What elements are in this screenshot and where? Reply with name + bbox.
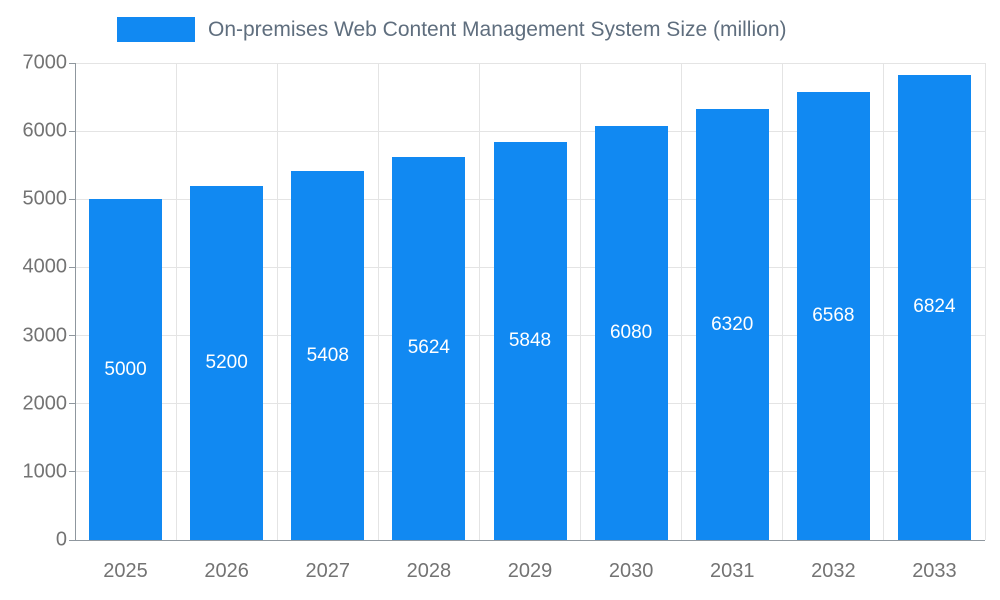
y-axis-label: 2000: [22, 392, 68, 415]
x-axis-label: 2028: [406, 560, 452, 582]
bar-value-label: 6568: [812, 305, 855, 327]
bar-value-label: 6824: [913, 296, 956, 318]
y-axis-label: 0: [55, 528, 67, 551]
h-gridline: [75, 130, 985, 132]
v-gridline: [580, 63, 582, 540]
x-axis-label: 2030: [608, 560, 654, 582]
bar-value-label: 5000: [104, 358, 147, 380]
h-gridline: [75, 62, 985, 64]
x-axis-line: [75, 540, 985, 541]
bar: [695, 109, 769, 540]
x-axis-label: 2029: [507, 560, 553, 582]
y-tick: [69, 266, 75, 268]
bar: [89, 199, 163, 540]
y-tick: [69, 539, 75, 541]
bar-value-label: 5200: [205, 351, 248, 373]
x-axis-label: 2027: [305, 560, 351, 582]
x-axis-label: 2031: [709, 560, 755, 582]
bar-value-label: 5848: [508, 329, 552, 351]
v-gridline: [478, 63, 480, 540]
bar: [190, 185, 264, 540]
y-axis-label: 4000: [22, 255, 68, 278]
y-axis-label: 1000: [22, 460, 68, 483]
y-axis-label: 5000: [22, 187, 68, 210]
x-axis-label: 2025: [103, 560, 148, 582]
bar: [796, 92, 870, 540]
y-tick: [69, 403, 75, 405]
y-axis-line: [75, 63, 76, 541]
v-gridline: [377, 63, 379, 540]
bar: [392, 156, 466, 540]
bar: [493, 141, 567, 540]
v-gridline: [883, 63, 885, 540]
legend-label: On-premises Web Content Management Syste…: [208, 17, 787, 41]
chart-legend[interactable]: On-premises Web Content Management Syste…: [117, 17, 787, 42]
v-gridline: [681, 63, 683, 540]
v-gridline: [175, 63, 177, 540]
y-tick: [69, 471, 75, 473]
y-axis-label: 7000: [22, 51, 68, 74]
y-tick: [69, 198, 75, 200]
y-axis-label: 3000: [22, 324, 68, 347]
legend-swatch-icon: [117, 17, 195, 42]
x-axis-label: 2032: [811, 560, 856, 582]
bar: [291, 171, 365, 540]
v-gridline: [276, 63, 278, 540]
bar: [594, 125, 668, 540]
x-axis-label: 2026: [204, 560, 249, 582]
x-axis-label: 2033: [912, 560, 957, 582]
bar-value-label: 5624: [407, 337, 451, 359]
v-gridline: [782, 63, 784, 540]
y-axis-label: 6000: [22, 119, 68, 142]
bar-value-label: 6080: [609, 321, 653, 343]
bar-value-label: 6320: [711, 313, 754, 335]
v-gridline: [984, 63, 986, 540]
bar: [897, 74, 971, 540]
y-tick: [69, 62, 75, 64]
bar-value-label: 5408: [306, 344, 349, 366]
y-tick: [69, 130, 75, 132]
y-tick: [69, 335, 75, 337]
